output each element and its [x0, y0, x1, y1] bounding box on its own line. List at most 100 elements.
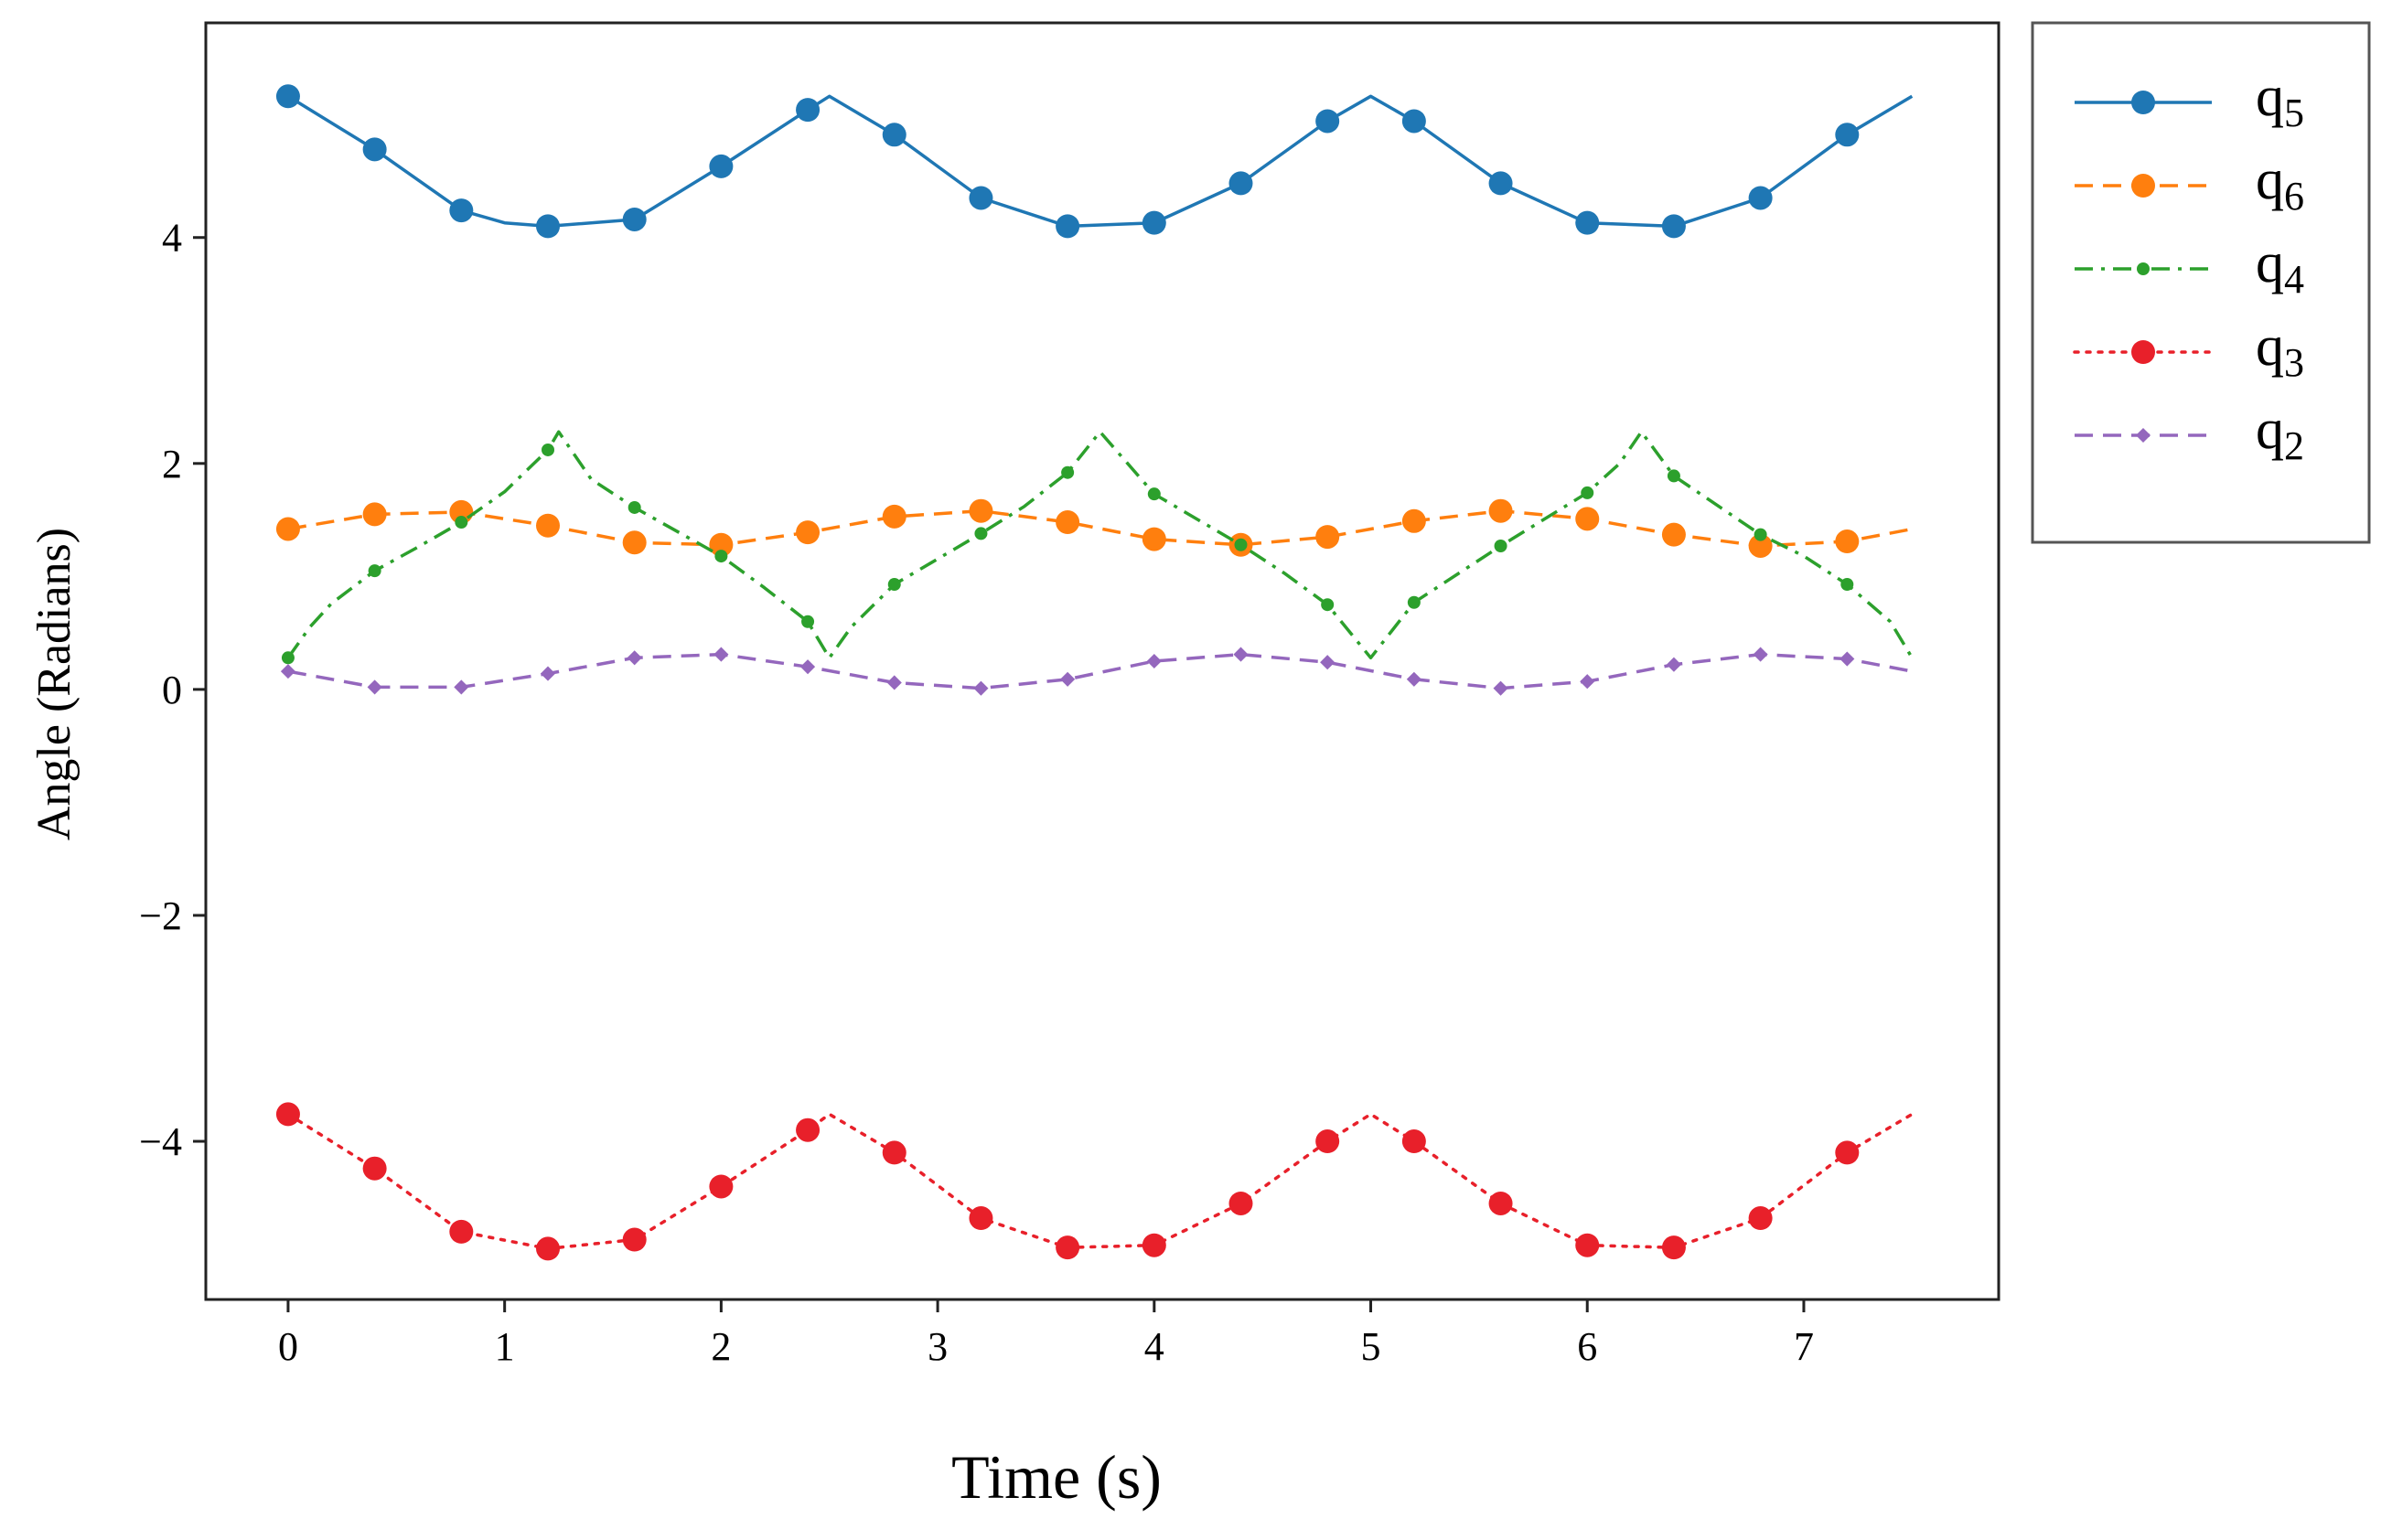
data-point-q5: [1228, 171, 1253, 196]
data-point-q4: [1147, 487, 1161, 501]
x-axis: 0 1 2 3 4 5 6 7: [278, 1299, 1814, 1369]
data-point-q3: [709, 1174, 734, 1199]
data-point-q4: [1321, 598, 1335, 612]
data-point-q2: [1060, 671, 1076, 687]
legend-label: q3: [2256, 315, 2304, 385]
y-tick-label: 0: [162, 668, 182, 712]
legend-marker: [2131, 340, 2155, 364]
data-point-q2: [1146, 653, 1162, 669]
data-point-q6: [1056, 510, 1080, 535]
data-point-q3: [275, 1102, 300, 1127]
legend-label: q4: [2256, 232, 2304, 302]
data-point-q5: [1748, 186, 1773, 210]
data-point-q6: [1142, 527, 1166, 551]
data-point-q4: [1234, 538, 1248, 551]
series-line-q4: [286, 430, 1914, 660]
data-point-q2: [886, 675, 902, 690]
data-point-q5: [709, 154, 734, 178]
data-point-q6: [1575, 507, 1600, 531]
data-point-q4: [1407, 595, 1421, 609]
data-point-q5: [1056, 214, 1080, 239]
data-point-q2: [1320, 655, 1335, 670]
data-point-q2: [1840, 651, 1855, 667]
series-q6: [275, 498, 1913, 558]
data-point-q6: [1315, 525, 1340, 550]
data-point-q5: [622, 207, 647, 231]
data-point-q4: [542, 443, 555, 456]
series-q2: [280, 647, 1913, 696]
data-point-q2: [454, 679, 469, 695]
data-point-q2: [800, 659, 816, 675]
series-layer: [275, 84, 1915, 1261]
data-point-q4: [801, 615, 815, 628]
data-point-q6: [882, 504, 906, 529]
data-point-q5: [882, 123, 906, 147]
data-point-q5: [275, 84, 300, 109]
x-tick-label: 4: [1144, 1324, 1164, 1369]
data-point-q3: [1228, 1191, 1253, 1215]
legend-item-q5: q5: [2075, 66, 2304, 135]
series-q3: [275, 1102, 1915, 1261]
data-point-q6: [622, 530, 647, 555]
data-point-q6: [449, 499, 474, 524]
data-point-q6: [362, 502, 387, 527]
data-point-q4: [1061, 465, 1075, 479]
series-line-q6: [287, 508, 1913, 548]
x-tick-label: 1: [495, 1324, 515, 1369]
data-point-q3: [1056, 1235, 1080, 1260]
data-point-q4: [281, 651, 295, 665]
data-point-q2: [540, 666, 556, 681]
legend-marker: [2135, 427, 2151, 444]
data-point-q6: [275, 517, 300, 541]
data-point-q3: [536, 1236, 561, 1261]
legend-label: q5: [2256, 66, 2304, 135]
x-tick-label: 3: [928, 1324, 948, 1369]
data-point-q5: [362, 137, 387, 162]
data-point-q4: [368, 564, 381, 578]
legend-label: q2: [2256, 399, 2304, 468]
data-point-q2: [280, 664, 296, 679]
data-point-q5: [796, 98, 821, 123]
data-point-q2: [1753, 647, 1768, 662]
legend-marker: [2137, 262, 2150, 275]
legend-label: q6: [2256, 149, 2304, 219]
data-point-q6: [536, 513, 561, 538]
legend-box: [2031, 21, 2371, 544]
data-point-q3: [1401, 1129, 1426, 1154]
data-point-q5: [536, 214, 561, 239]
data-point-q3: [1661, 1235, 1686, 1260]
data-point-q2: [973, 680, 989, 696]
x-tick-label: 5: [1361, 1324, 1381, 1369]
y-axis-title: Angle (Radians): [28, 528, 80, 840]
data-point-q4: [887, 577, 901, 591]
data-point-q3: [1748, 1206, 1773, 1231]
series-line-q2: [287, 652, 1913, 690]
x-tick-label: 6: [1577, 1324, 1597, 1369]
y-tick-label: 4: [162, 216, 182, 261]
data-point-q2: [1233, 647, 1249, 662]
data-point-q3: [1315, 1129, 1340, 1154]
data-point-q5: [1661, 214, 1686, 239]
legend-marker: [2131, 174, 2155, 198]
data-point-q4: [974, 527, 988, 540]
x-tick-label: 0: [278, 1324, 298, 1369]
data-point-q3: [362, 1156, 387, 1181]
data-point-q4: [1494, 539, 1507, 552]
legend-item-q2: q2: [2075, 399, 2304, 468]
data-point-q2: [1580, 674, 1595, 690]
data-point-q4: [627, 500, 641, 514]
data-point-q3: [622, 1227, 647, 1252]
data-point-q5: [1488, 171, 1513, 196]
data-point-q6: [1488, 498, 1513, 523]
data-point-q5: [1315, 109, 1340, 134]
data-point-q2: [1493, 680, 1508, 696]
data-point-q6: [969, 498, 993, 523]
legend: q5 q6 q4 q3 q2: [2073, 66, 2304, 468]
data-point-q3: [449, 1219, 474, 1244]
data-point-q3: [1488, 1191, 1513, 1215]
data-point-q3: [969, 1206, 993, 1231]
data-point-q6: [1661, 522, 1686, 547]
data-point-q5: [1142, 210, 1166, 235]
x-axis-title: Time (s): [951, 1442, 1162, 1512]
